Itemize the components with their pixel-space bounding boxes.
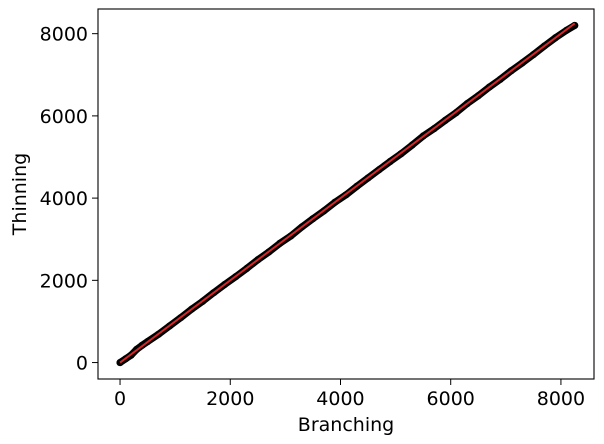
reference-line <box>119 22 576 364</box>
y-axis-label: Thinning <box>9 153 31 236</box>
x-tick-label: 4000 <box>316 388 364 410</box>
x-axis-ticks: 0 2000 4000 6000 8000 <box>114 379 585 410</box>
x-tick-label: 6000 <box>427 388 475 410</box>
x-axis-label: Branching <box>298 414 394 436</box>
x-tick-label: 0 <box>114 388 126 410</box>
y-tick-label: 4000 <box>40 188 88 210</box>
y-tick-label: 6000 <box>40 106 88 128</box>
y-tick-label: 8000 <box>40 24 88 46</box>
plot-frame <box>97 8 595 380</box>
plot-layer <box>116 21 579 367</box>
y-tick-label: 0 <box>76 353 88 375</box>
x-tick-label: 8000 <box>537 388 585 410</box>
x-tick-label: 2000 <box>206 388 254 410</box>
y-tick-label: 2000 <box>40 270 88 292</box>
y-axis-ticks: 0 2000 4000 6000 8000 <box>40 24 98 375</box>
